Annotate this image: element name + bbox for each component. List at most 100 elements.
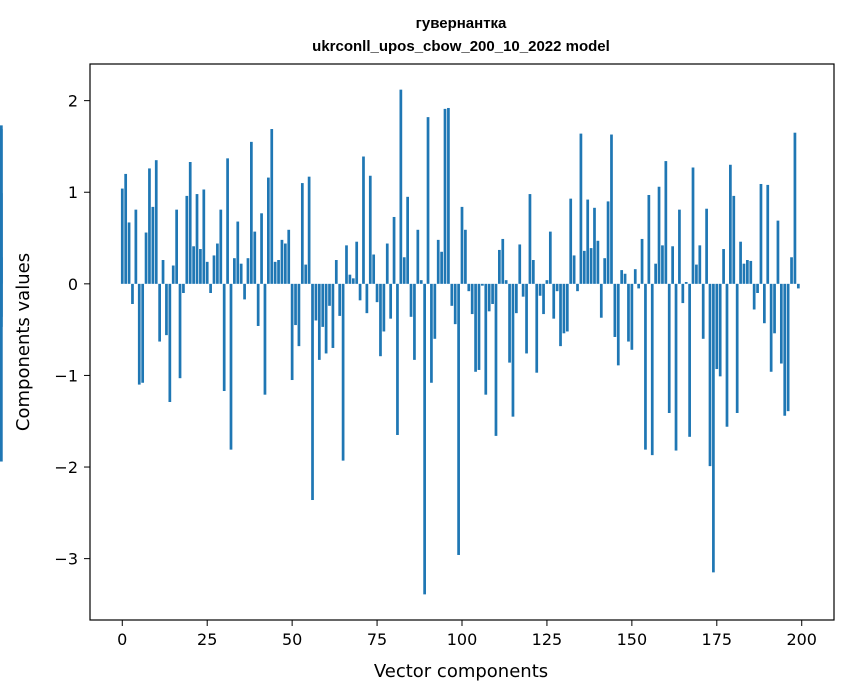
bar-163	[674, 283, 678, 451]
bar-145	[613, 283, 617, 337]
bar-138	[589, 248, 593, 284]
bar-71	[362, 156, 365, 284]
bar-99	[457, 283, 460, 555]
bar-181	[735, 283, 739, 413]
chart-subtitle: ukrconll_upos_cbow_200_10_2022 model	[312, 38, 610, 55]
bar-70	[358, 283, 362, 301]
bar-170	[698, 245, 702, 284]
bar-125	[545, 280, 549, 284]
bar-180	[732, 195, 736, 284]
x-tick-label: 75	[367, 630, 387, 649]
bar-51	[294, 283, 297, 326]
bar-178	[725, 283, 729, 427]
y-tick-label: −2	[54, 458, 78, 477]
bar-124	[542, 283, 545, 315]
x-tick-label: 175	[702, 630, 733, 649]
bar-94	[440, 251, 443, 284]
bar-32	[229, 283, 233, 450]
bar-120	[528, 194, 532, 284]
bar-82	[399, 89, 403, 284]
bar-160	[664, 161, 668, 284]
bar-141	[599, 283, 603, 318]
bar-133	[572, 255, 576, 284]
bar-33	[233, 258, 236, 284]
bar-undefined	[0, 125, 3, 284]
bar-144	[610, 134, 613, 284]
bar-146	[616, 283, 620, 366]
bar-95	[443, 108, 447, 284]
bar-159	[661, 245, 664, 284]
bar-49	[287, 229, 291, 284]
bar-27	[212, 255, 216, 284]
x-tick-label: 125	[532, 630, 563, 649]
bar-113	[504, 280, 508, 284]
bar-15	[171, 265, 175, 284]
bar-37	[246, 258, 250, 284]
bar-62	[331, 283, 335, 348]
bar-61	[328, 283, 331, 306]
bar-98	[453, 283, 457, 325]
y-axis-ticks: −3 −2 −1 0 1 2	[54, 92, 90, 569]
bar-29	[219, 209, 223, 284]
bar-111	[498, 249, 501, 284]
bar-66	[345, 245, 348, 284]
bar-129	[559, 283, 562, 347]
bar-54	[304, 264, 308, 284]
bar-55	[307, 176, 311, 284]
bar-83	[402, 257, 406, 284]
bar-171	[701, 283, 705, 339]
bar-53	[300, 183, 304, 284]
bar-63	[334, 260, 338, 284]
bar-50	[290, 283, 294, 381]
bar-103	[470, 283, 474, 315]
bar-161	[667, 283, 671, 413]
bar-167	[688, 283, 691, 437]
bar-3	[131, 283, 134, 304]
bar-162	[671, 246, 674, 284]
bar-116	[515, 283, 518, 314]
bar-72	[365, 283, 369, 314]
bar-143	[606, 201, 610, 284]
bar-47	[280, 239, 284, 284]
bar-52	[297, 283, 301, 347]
bar-79	[389, 283, 393, 319]
x-tick-label: 150	[617, 630, 648, 649]
bar-45	[273, 261, 277, 284]
bar-175	[715, 283, 719, 370]
bar-31	[226, 158, 229, 284]
bar-198	[793, 132, 797, 284]
bar-158	[657, 186, 661, 284]
bar-193	[776, 220, 780, 284]
bar-48	[283, 243, 287, 284]
bar-97	[450, 283, 454, 306]
bar-189	[763, 283, 766, 324]
bar-127	[552, 283, 556, 319]
bar-4	[134, 209, 138, 284]
y-tick-label: 1	[68, 183, 78, 202]
bar-89	[423, 283, 426, 595]
bar-undefined	[0, 283, 3, 327]
bar-65	[341, 283, 345, 461]
bar-107	[484, 283, 488, 395]
bar-90	[426, 117, 430, 284]
bar-187	[756, 283, 759, 293]
bar-137	[586, 199, 590, 284]
bar-75	[375, 283, 379, 303]
bar-24	[202, 189, 206, 284]
bar-132	[569, 198, 573, 284]
bar-168	[691, 167, 695, 284]
bar-142	[603, 258, 607, 284]
bar-176	[718, 283, 722, 377]
bar-173	[708, 283, 712, 467]
bar-2	[127, 222, 131, 284]
bar-199	[796, 283, 800, 289]
bar-76	[379, 283, 382, 357]
bar-119	[525, 283, 528, 354]
bar-155	[647, 194, 651, 284]
bar-57	[314, 283, 318, 321]
bar-165	[681, 283, 685, 304]
bar-19	[185, 195, 189, 284]
y-tick-label: 0	[68, 275, 78, 294]
bar-96	[447, 107, 450, 284]
bar-104	[474, 283, 477, 372]
